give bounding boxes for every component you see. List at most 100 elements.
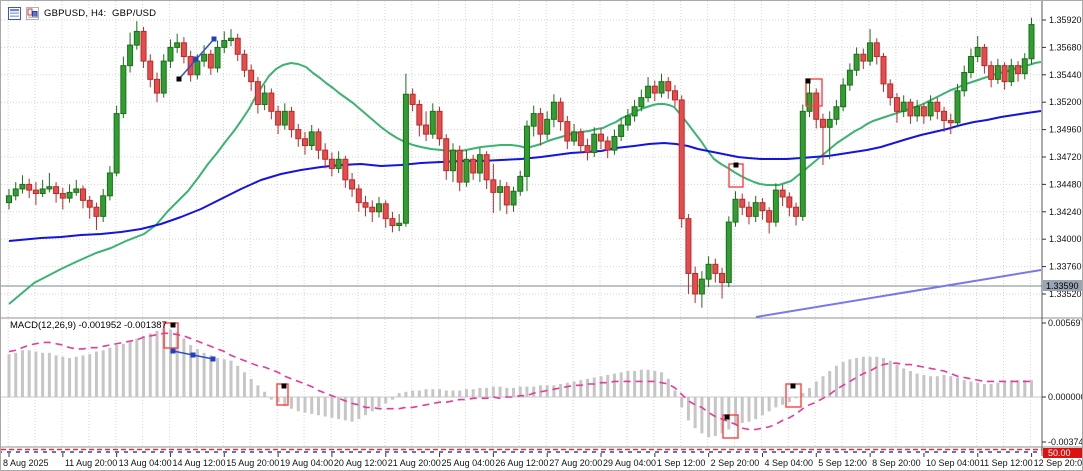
- rectangle-handle: [170, 322, 176, 328]
- candle: [571, 131, 578, 142]
- candle: [739, 198, 746, 208]
- candle: [93, 206, 100, 217]
- candle: [887, 83, 894, 99]
- candle: [705, 263, 712, 280]
- candle: [833, 106, 840, 120]
- collapsed-indicator-strip[interactable]: [1, 448, 1042, 453]
- candle: [315, 131, 322, 151]
- time-label: 26 Aug 12:00: [495, 458, 548, 468]
- candle: [201, 53, 208, 62]
- macd-signal-line: [8, 332, 1032, 431]
- quotes-table-icon[interactable]: [8, 7, 21, 20]
- time-label: 4 Sep 04:00: [764, 458, 813, 468]
- candle: [248, 69, 255, 83]
- svg-text:1.34960: 1.34960: [1049, 125, 1082, 135]
- trendline-handle: [193, 56, 199, 62]
- svg-text:1.35200: 1.35200: [1049, 97, 1082, 107]
- rectangle-handle: [724, 414, 730, 420]
- svg-text:1.33520: 1.33520: [1049, 289, 1082, 299]
- rectangle-handle: [805, 78, 811, 84]
- candle: [981, 46, 988, 67]
- ma-slow-line: [8, 110, 1042, 242]
- candle: [1008, 65, 1015, 83]
- rectangle-object[interactable]: [785, 383, 802, 408]
- candle: [793, 206, 800, 217]
- time-label: 29 Aug 04:00: [603, 458, 656, 468]
- candle: [127, 44, 134, 67]
- candle: [779, 189, 786, 198]
- rectangle-handle: [281, 383, 287, 389]
- time-label: 11 Sep 12:00: [980, 458, 1033, 468]
- candle: [470, 158, 477, 174]
- rectangle-object[interactable]: [805, 78, 823, 107]
- candle: [967, 56, 974, 74]
- candle: [840, 84, 847, 108]
- candles: [6, 17, 1035, 308]
- candle: [584, 145, 591, 153]
- candle: [725, 221, 732, 284]
- trendline-object-macd[interactable]: [170, 348, 216, 362]
- candle: [389, 218, 396, 226]
- candle: [988, 65, 995, 80]
- candle: [934, 101, 941, 112]
- candle: [342, 158, 349, 181]
- candle: [1015, 65, 1022, 75]
- candle: [73, 188, 80, 193]
- candle: [362, 202, 369, 208]
- candle: [927, 101, 934, 117]
- candle: [645, 85, 652, 99]
- candle: [1001, 65, 1008, 83]
- candle: [786, 196, 793, 208]
- candle: [638, 97, 645, 108]
- candle: [591, 133, 598, 153]
- time-label: 19 Aug 04:00: [280, 458, 333, 468]
- candle: [550, 101, 557, 120]
- candle: [174, 42, 181, 48]
- candle: [443, 138, 450, 172]
- svg-text:0.005697: 0.005697: [1048, 318, 1083, 328]
- rectangle-object[interactable]: [722, 414, 739, 439]
- candle: [893, 97, 900, 112]
- candle: [510, 190, 517, 206]
- candle: [907, 101, 914, 117]
- candle: [53, 186, 60, 195]
- candle: [355, 188, 362, 204]
- candle: [396, 222, 403, 226]
- time-label: 8 Sep 20:00: [872, 458, 921, 468]
- candle: [577, 131, 584, 147]
- candle: [106, 172, 113, 197]
- candle: [120, 65, 127, 115]
- candle: [860, 53, 867, 62]
- candle: [133, 30, 140, 46]
- candle: [335, 158, 342, 169]
- trendline-object-diagonal[interactable]: [755, 269, 1042, 318]
- svg-text:1.34480: 1.34480: [1049, 179, 1082, 189]
- svg-text:1.33590: 1.33590: [1046, 281, 1079, 291]
- candle: [759, 202, 766, 212]
- time-label: 11 Aug 20:00: [65, 458, 117, 468]
- rectangle-object[interactable]: [728, 162, 744, 188]
- candle: [39, 188, 46, 195]
- svg-text:1.34720: 1.34720: [1049, 152, 1082, 162]
- rectangle-object[interactable]: [163, 322, 179, 349]
- candle: [523, 125, 530, 177]
- candle: [375, 203, 382, 213]
- candle: [564, 121, 571, 142]
- chart-title-bar: GBPUSD, H4: GBP/USD: [8, 7, 156, 20]
- svg-text:1.34000: 1.34000: [1049, 234, 1082, 244]
- trendline-object-main[interactable]: [176, 36, 217, 82]
- candle: [766, 210, 773, 223]
- candle: [799, 110, 806, 217]
- candle: [322, 149, 329, 160]
- rectangle-object[interactable]: [276, 383, 289, 406]
- time-label: 27 Aug 20:00: [549, 458, 602, 468]
- candle: [463, 158, 470, 183]
- candle: [241, 53, 248, 71]
- price-axis: 1.35920 1.35680 1.35440 1.35200 1.34960 1.347…: [1042, 15, 1082, 299]
- svg-text:1.35920: 1.35920: [1049, 15, 1082, 25]
- chart-mode-icon[interactable]: [26, 7, 39, 20]
- candle: [301, 138, 308, 147]
- candle: [503, 186, 510, 206]
